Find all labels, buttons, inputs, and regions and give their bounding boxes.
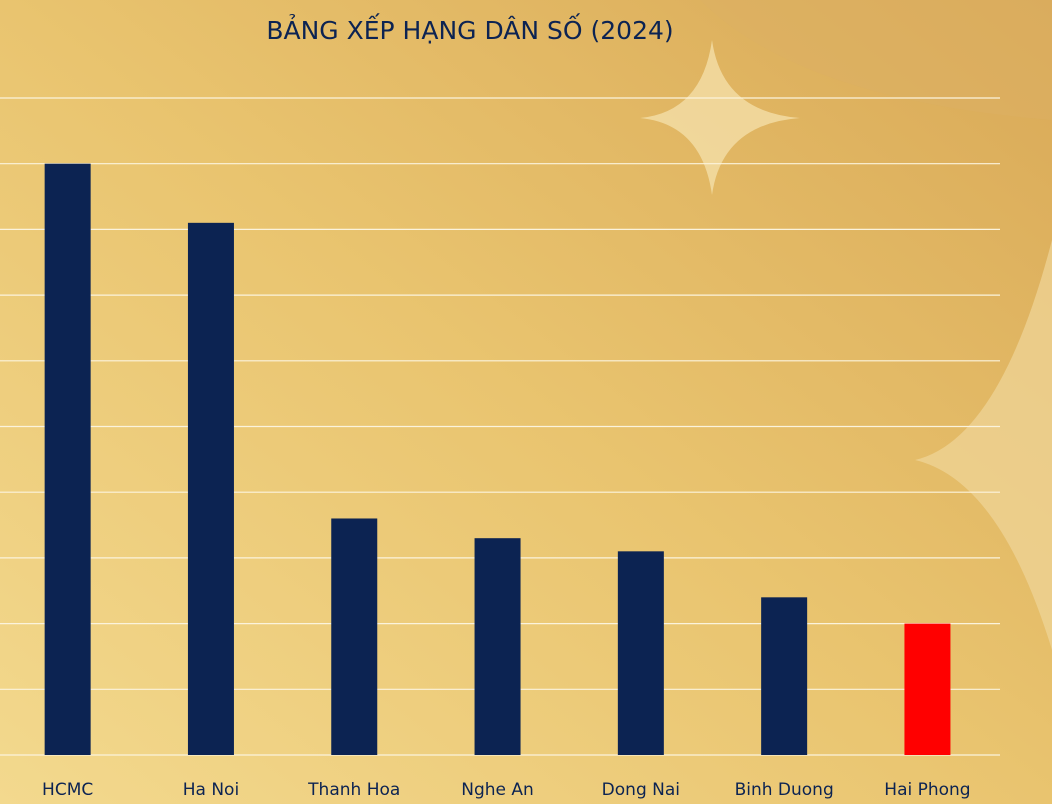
x-tick-label: Ha Noi: [183, 780, 239, 800]
x-tick-label: Nghe An: [461, 780, 534, 800]
bar: [187, 222, 234, 755]
sparkle: [915, 240, 1052, 650]
x-tick-label: HCMC: [42, 780, 93, 800]
x-tick-label: Thanh Hoa: [307, 780, 400, 800]
x-tick-label: Binh Duong: [735, 780, 834, 800]
shape: [700, 0, 1052, 120]
x-tick-label: Dong Nai: [602, 780, 680, 800]
bar: [44, 163, 91, 755]
bar: [761, 597, 808, 755]
chart-title: BẢNG XẾP HẠNG DÂN SỐ (2024): [266, 13, 673, 45]
x-tick-label: Hai Phong: [884, 780, 970, 800]
bar: [904, 623, 951, 755]
bar: [331, 518, 378, 755]
sparkle: [640, 40, 800, 195]
bar: [474, 538, 521, 755]
bar: [617, 551, 664, 755]
